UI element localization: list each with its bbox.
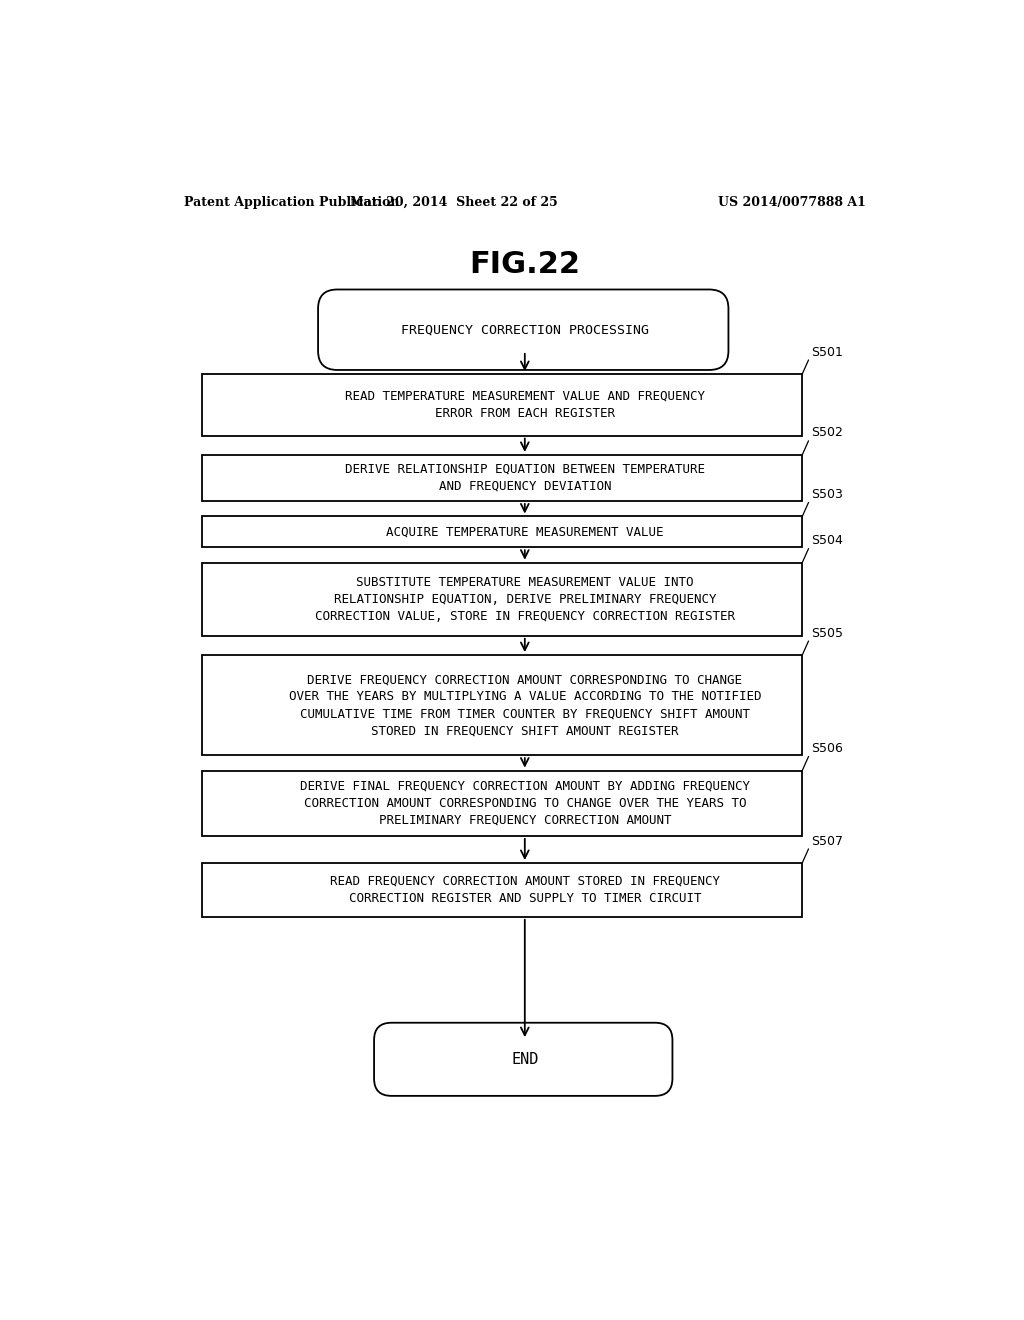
Text: S504: S504 [812,535,844,548]
Bar [202,655,802,755]
Text: DERIVE RELATIONSHIP EQUATION BETWEEN TEMPERATURE
AND FREQUENCY DEVIATION: DERIVE RELATIONSHIP EQUATION BETWEEN TEM… [345,463,705,492]
Text: US 2014/0077888 A1: US 2014/0077888 A1 [718,195,866,209]
Text: FREQUENCY CORRECTION PROCESSING: FREQUENCY CORRECTION PROCESSING [400,323,649,337]
Text: READ TEMPERATURE MEASUREMENT VALUE AND FREQUENCY
ERROR FROM EACH REGISTER: READ TEMPERATURE MEASUREMENT VALUE AND F… [345,389,705,420]
Bar [202,771,802,836]
Text: ACQUIRE TEMPERATURE MEASUREMENT VALUE: ACQUIRE TEMPERATURE MEASUREMENT VALUE [386,525,664,539]
Text: S507: S507 [812,834,844,847]
FancyBboxPatch shape [374,1023,673,1096]
Text: FIG.22: FIG.22 [469,251,581,279]
Text: DERIVE FINAL FREQUENCY CORRECTION AMOUNT BY ADDING FREQUENCY
CORRECTION AMOUNT C: DERIVE FINAL FREQUENCY CORRECTION AMOUNT… [300,780,750,826]
Bar [202,863,802,917]
Text: SUBSTITUTE TEMPERATURE MEASUREMENT VALUE INTO
RELATIONSHIP EQUATION, DERIVE PREL: SUBSTITUTE TEMPERATURE MEASUREMENT VALUE… [314,576,735,623]
Text: Patent Application Publication: Patent Application Publication [183,195,399,209]
Text: READ FREQUENCY CORRECTION AMOUNT STORED IN FREQUENCY
CORRECTION REGISTER AND SUP: READ FREQUENCY CORRECTION AMOUNT STORED … [330,875,720,906]
Text: S506: S506 [812,742,844,755]
Bar [202,562,802,636]
Text: S505: S505 [812,627,844,640]
Bar [202,455,802,502]
Text: DERIVE FREQUENCY CORRECTION AMOUNT CORRESPONDING TO CHANGE
OVER THE YEARS BY MUL: DERIVE FREQUENCY CORRECTION AMOUNT CORRE… [289,673,761,737]
Text: S501: S501 [812,346,844,359]
Text: END: END [511,1052,539,1067]
Bar [202,374,802,436]
Text: Mar. 20, 2014  Sheet 22 of 25: Mar. 20, 2014 Sheet 22 of 25 [349,195,557,209]
Text: S502: S502 [812,426,844,440]
Text: S503: S503 [812,488,844,502]
Bar [202,516,802,548]
FancyBboxPatch shape [318,289,728,370]
